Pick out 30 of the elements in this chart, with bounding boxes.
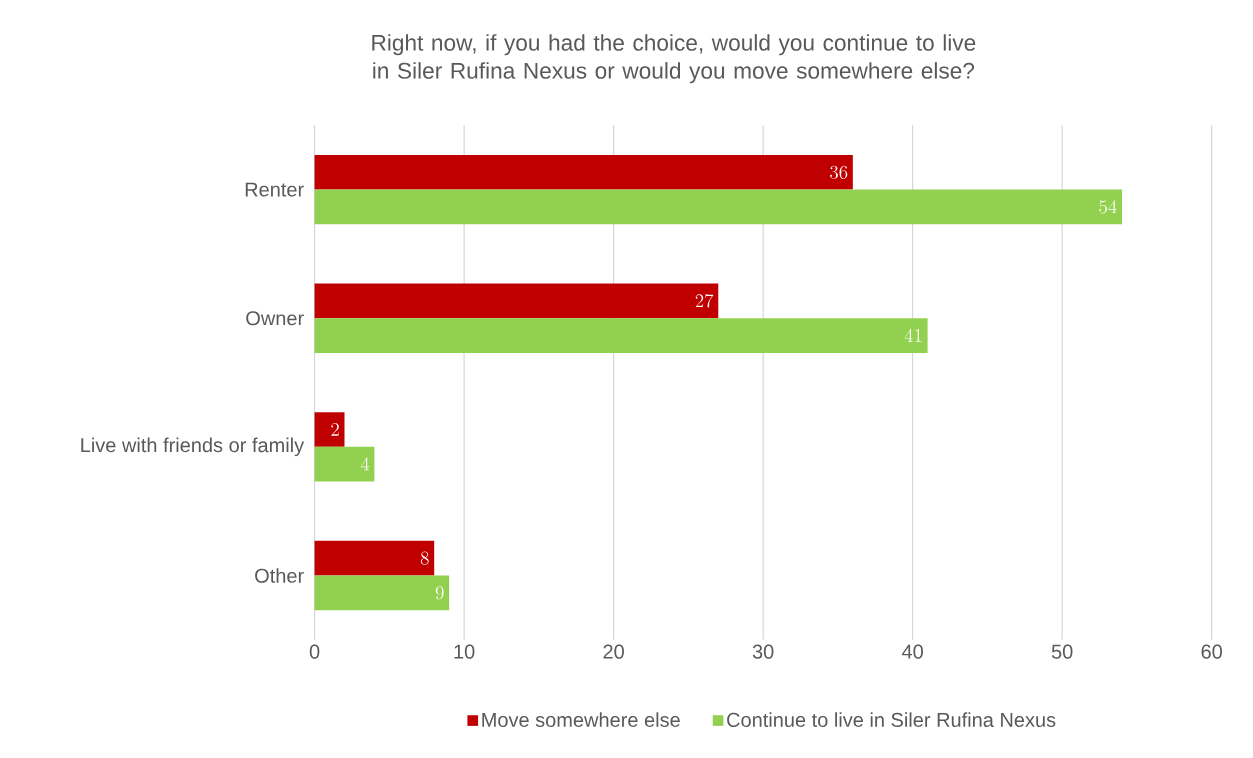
x-tick-label: 0: [309, 644, 320, 659]
data-label: 41: [904, 328, 922, 342]
x-tick-label: 30: [752, 644, 774, 659]
bar: [314, 283, 719, 319]
legend-label: Move somewhere else: [482, 712, 680, 727]
x-tick-label: 20: [603, 644, 624, 659]
bar: [314, 540, 435, 576]
data-label: 2: [331, 422, 339, 436]
bar: [314, 446, 375, 482]
bar: [314, 318, 928, 353]
y-tick-label: Renter: [245, 182, 304, 197]
bar: [314, 189, 1122, 225]
data-label: 27: [695, 293, 714, 308]
chart-title: Right now, if you had the choice, would you continue to live in Siler Rufina Nexus or would you move somewhere else?: [372, 33, 976, 84]
x-tick-label: 10: [454, 644, 475, 659]
data-label: 8: [420, 551, 429, 565]
x-tick-label: 50: [1051, 644, 1073, 659]
legend-label: Continue to live in Siler Rufina Nexus: [727, 712, 1056, 727]
data-label: 4: [360, 457, 370, 471]
bar: [314, 412, 345, 447]
x-tick-label: 60: [1201, 644, 1222, 659]
bar: [314, 575, 450, 610]
y-tick-label: Live with friends or family: [81, 437, 305, 456]
data-label: 36: [830, 165, 848, 179]
data-label: 9: [435, 586, 444, 600]
data-label: 54: [1099, 199, 1117, 214]
y-tick-label: Other: [255, 567, 304, 583]
y-tick-label: Owner: [246, 310, 304, 326]
x-tick-label: 40: [901, 644, 923, 659]
bar: [314, 154, 853, 190]
